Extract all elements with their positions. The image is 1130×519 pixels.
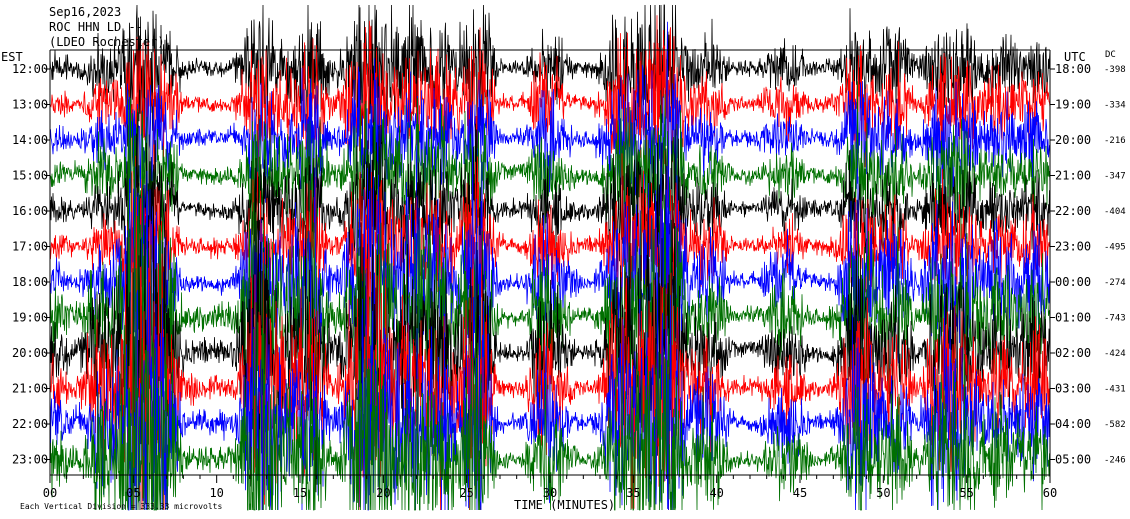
dc-offset-label: -424: [1104, 349, 1126, 359]
seismic-traces: [49, 4, 1051, 511]
trace-line-1500: [49, 81, 1051, 271]
est-time-label: 19:00: [12, 311, 48, 325]
utc-time-label: 02:00: [1055, 346, 1091, 360]
trace-line-1600: [49, 112, 1051, 306]
dc-offset-label: -431: [1104, 385, 1126, 395]
dc-offset-label: -404: [1104, 207, 1126, 217]
trace-line-1200: [49, 4, 1051, 163]
x-axis-label: TIME (MINUTES): [514, 498, 615, 512]
x-tick-label: 60: [1043, 486, 1057, 500]
utc-time-labels: 18:00 19:00 20:00 21:00 22:00 23:00 00:00 01:00…: [1050, 62, 1091, 467]
utc-time-label: 01:00: [1055, 311, 1091, 325]
x-tick-label: 05: [126, 486, 140, 500]
title-network: (LDEO Rochester): [49, 35, 165, 49]
est-time-label: 18:00: [12, 275, 48, 289]
utc-time-label: 00:00: [1055, 275, 1091, 289]
utc-time-label: 23:00: [1055, 240, 1091, 254]
utc-time-label: 18:00: [1055, 62, 1091, 76]
x-tick-label: 15: [293, 486, 307, 500]
x-tick-label: 45: [793, 486, 807, 500]
utc-time-label: 22:00: [1055, 204, 1091, 218]
dc-offset-label: -743: [1104, 314, 1126, 324]
trace-line-1300: [49, 15, 1051, 208]
est-time-labels: 12:00 13:00 14:00 15:00 16:00 17:00 18:00 19:00…: [12, 62, 50, 467]
utc-time-label: 03:00: [1055, 382, 1091, 396]
est-time-label: 17:00: [12, 240, 48, 254]
est-time-label: 20:00: [12, 346, 48, 360]
x-tick-label: 20: [376, 486, 390, 500]
est-time-label: 22:00: [12, 417, 48, 431]
utc-time-label: 04:00: [1055, 417, 1091, 431]
dc-offset-label: -347: [1104, 172, 1126, 182]
x-tick-label: 25: [459, 486, 473, 500]
dc-offset-labels: -398 -334 -216 -347 -404 -495 -274 -743 -424 -431…: [1104, 65, 1126, 466]
est-label: EST: [1, 50, 23, 64]
title-block: Sep16,2023 ROC HHN LD -- (LDEO Rochester…: [49, 5, 165, 49]
trace-line-2300: [49, 263, 1051, 511]
x-tick-label: 30: [543, 486, 557, 500]
est-time-label: 23:00: [12, 453, 48, 467]
est-time-label: 21:00: [12, 382, 48, 396]
dc-label: DC: [1105, 50, 1116, 60]
title-date: Sep16,2023: [49, 5, 121, 19]
x-tick-label: 35: [626, 486, 640, 500]
x-tick-labels: 00 05 10 15 20 25 30 35 40 45 50 55 60: [43, 475, 1057, 500]
x-tick-label: 50: [876, 486, 890, 500]
x-tick-label: 55: [959, 486, 973, 500]
x-tick-label: 40: [709, 486, 723, 500]
dc-offset-label: -274: [1104, 278, 1126, 288]
utc-time-label: 05:00: [1055, 453, 1091, 467]
dc-offset-label: -495: [1104, 243, 1126, 253]
title-station: ROC HHN LD --: [49, 20, 143, 34]
utc-time-label: 21:00: [1055, 169, 1091, 183]
x-tick-label: 10: [209, 486, 223, 500]
dc-offset-label: -334: [1104, 101, 1126, 111]
est-time-label: 16:00: [12, 204, 48, 218]
utc-label: UTC: [1064, 50, 1086, 64]
est-time-label: 14:00: [12, 133, 48, 147]
est-time-label: 13:00: [12, 98, 48, 112]
utc-time-label: 19:00: [1055, 98, 1091, 112]
dc-offset-label: -582: [1104, 420, 1126, 430]
est-time-label: 15:00: [12, 169, 48, 183]
footnote: Each Vertical Division = 333.33 microvol…: [20, 502, 222, 511]
dc-offset-label: -398: [1104, 65, 1126, 75]
trace-line-2200: [49, 190, 1051, 511]
utc-time-label: 20:00: [1055, 133, 1091, 147]
dc-offset-label: -216: [1104, 136, 1126, 146]
dc-offset-label: -246: [1104, 456, 1126, 466]
est-time-label: 12:00: [12, 62, 48, 76]
x-tick-label: 00: [43, 486, 57, 500]
